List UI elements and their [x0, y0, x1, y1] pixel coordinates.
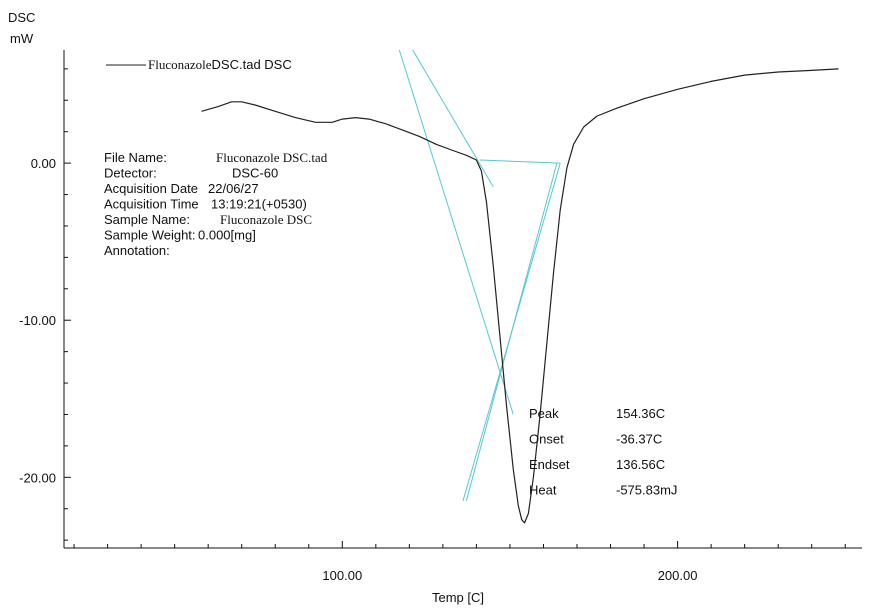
tangent-lines	[398, 49, 561, 502]
y-tick-label: -10.00	[19, 313, 56, 328]
x-tick-label: 200.00	[658, 568, 698, 583]
axes	[63, 50, 862, 549]
info-label: Sample Weight:	[104, 228, 196, 243]
y-tick-label: 0.00	[31, 156, 56, 171]
x-ticks: 100.00 200.00	[73, 541, 846, 583]
result-label: Peak	[529, 406, 559, 421]
dsc-curve	[201, 68, 839, 524]
info-label: File Name:	[104, 150, 167, 165]
legend: FluconazoleDSC.tad DSC	[106, 57, 292, 72]
y-ticks: 0.00 -10.00 -20.00	[19, 68, 71, 541]
result-label: Heat	[529, 483, 557, 498]
tangent-line-2	[412, 49, 494, 187]
result-label: Endset	[529, 457, 570, 472]
y-unit-dsc: DSC	[8, 10, 35, 25]
tangent-line-3	[479, 159, 561, 164]
results-block: Peak 154.36C Onset -36.37C Endset 136.56C Heat…	[529, 406, 677, 498]
tangent-line-1	[398, 49, 514, 415]
result-value: -575.83mJ	[616, 483, 677, 498]
info-value: 0.000[mg]	[198, 228, 256, 243]
info-value: 13:19:21(+0530)	[211, 197, 307, 212]
x-axis-label: Temp [C]	[432, 590, 484, 605]
info-value: 22/06/27	[208, 181, 259, 196]
result-value: 154.36C	[616, 406, 665, 421]
legend-label-part2: DSC.tad DSC	[212, 57, 292, 72]
series-group	[201, 68, 839, 524]
y-unit-mw: mW	[10, 31, 34, 46]
info-value: DSC-60	[232, 166, 278, 181]
legend-label: FluconazoleDSC.tad DSC	[148, 57, 292, 72]
info-label: Annotation:	[104, 243, 170, 258]
info-block: File Name: Fluconazole DSC.tad Detector: DS…	[104, 150, 328, 258]
info-value: Fluconazole DSC.tad	[216, 150, 328, 165]
info-label: Sample Name:	[104, 212, 190, 227]
info-label: Detector:	[104, 166, 157, 181]
x-tick-label: 100.00	[322, 568, 362, 583]
tangent-line-5	[465, 162, 558, 502]
y-tick-label: -20.00	[19, 470, 56, 485]
info-label: Acquisition Date	[104, 181, 198, 196]
result-value: 136.56C	[616, 457, 665, 472]
result-label: Onset	[529, 432, 564, 447]
legend-label-part1: Fluconazole	[148, 57, 212, 72]
result-value: -36.37C	[616, 432, 662, 447]
info-value: Fluconazole DSC	[220, 212, 312, 227]
info-label: Acquisition Time	[104, 197, 199, 212]
